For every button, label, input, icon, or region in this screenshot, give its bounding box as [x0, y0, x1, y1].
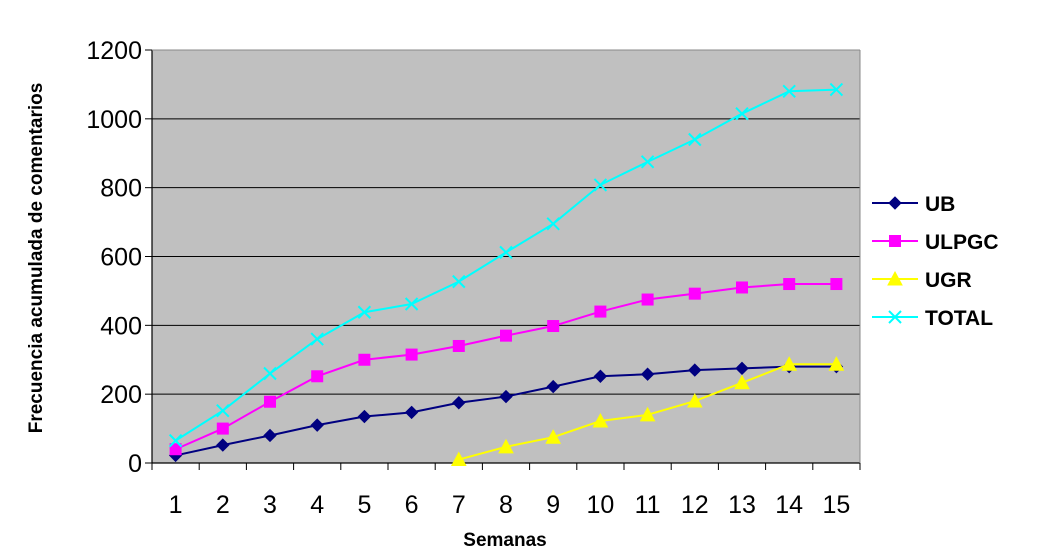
data-point: [593, 369, 608, 383]
legend-marker: [888, 310, 902, 324]
y-axis-title: Frecuencia acumulada de comentarios: [26, 83, 47, 434]
x-tick-label: 10: [586, 491, 614, 519]
x-tick-label: 9: [546, 491, 560, 519]
series-total: [168, 82, 844, 448]
data-point: [500, 329, 512, 342]
data-point: [498, 438, 514, 454]
data-point: [263, 428, 277, 443]
y-tick-label: 400: [100, 312, 142, 340]
data-point: [546, 379, 560, 394]
data-point: [452, 339, 465, 352]
x-tick-label: 3: [263, 491, 277, 519]
y-tick-label: 1200: [86, 37, 142, 65]
x-tick-label: 14: [775, 491, 803, 519]
data-point: [545, 429, 562, 444]
data-point: [829, 82, 844, 97]
x-tick-label: 2: [216, 491, 230, 519]
data-point: [310, 418, 324, 432]
x-tick-label: 12: [681, 491, 709, 519]
data-point: [734, 374, 750, 390]
data-point: [216, 403, 230, 418]
data-point: [499, 245, 513, 260]
data-point: [639, 406, 656, 422]
data-point: [264, 395, 276, 408]
data-point: [830, 278, 843, 291]
data-point: [357, 305, 372, 319]
series-ulpgc: [169, 278, 843, 456]
x-tick-label: 1: [169, 491, 183, 519]
data-point: [828, 356, 845, 371]
y-tick-label: 600: [100, 244, 142, 272]
legend-marker: [889, 235, 901, 247]
y-tick-label: 200: [100, 381, 142, 409]
legend-marker: [887, 270, 903, 286]
data-point: [168, 433, 183, 448]
legend-item-ub: UB: [872, 193, 955, 216]
data-point: [688, 363, 702, 377]
x-tick-labels: 1 2 3 4 5 6 7 8 9 10 11 12 13 14 15: [169, 491, 851, 519]
y-tick-label: 1000: [86, 106, 142, 134]
data-point: [594, 305, 607, 318]
data-point: [499, 389, 513, 404]
legend-marker: [888, 196, 902, 210]
legend-label: ULPGC: [925, 231, 999, 254]
data-point: [782, 84, 796, 99]
legend-label: UB: [925, 193, 955, 216]
data-point: [783, 278, 796, 291]
series-ugr: [450, 356, 845, 467]
data-point: [592, 412, 609, 428]
legend-item-ugr: UGR: [872, 269, 972, 292]
data-point: [688, 132, 702, 147]
x-tick-label: 11: [635, 491, 661, 519]
data-point: [169, 443, 182, 456]
x-axis-title: Semanas: [463, 530, 546, 551]
data-point: [452, 274, 466, 289]
data-point: [640, 155, 655, 169]
x-tick-label: 4: [310, 491, 324, 519]
data-point: [452, 396, 466, 410]
legend-label: TOTAL: [925, 307, 993, 330]
data-point: [357, 409, 372, 424]
y-tick-labels: 0 200 400 600 800 1000 1200: [86, 37, 142, 478]
data-point: [310, 332, 324, 346]
data-point: [404, 405, 419, 420]
data-point: [216, 438, 230, 452]
x-tick-label: 6: [405, 491, 419, 519]
data-point: [311, 370, 324, 383]
data-point: [641, 293, 654, 306]
data-point: [593, 178, 608, 192]
y-tick-label: 800: [100, 175, 142, 203]
data-point: [450, 451, 467, 467]
legend-label: UGR: [925, 269, 972, 292]
data-point: [640, 367, 655, 381]
data-point: [358, 353, 371, 366]
legend-item-total: TOTAL: [872, 307, 993, 330]
legend: UB ULPGC UGR TOTAL: [872, 193, 999, 330]
data-point: [781, 356, 798, 371]
x-tick-label: 7: [452, 491, 466, 519]
data-point: [547, 320, 560, 333]
x-tick-label: 13: [728, 491, 756, 519]
x-tick-label: 5: [357, 491, 371, 519]
data-point: [735, 361, 749, 376]
data-point: [405, 348, 418, 361]
x-tick-label: 8: [499, 491, 513, 519]
x-tick-label: 15: [822, 491, 850, 519]
data-point: [735, 106, 749, 121]
data-point: [546, 217, 560, 231]
data-point: [688, 287, 701, 300]
data-point: [686, 392, 703, 408]
axes: [145, 49, 861, 470]
data-point: [216, 422, 229, 435]
data-point: [736, 281, 748, 294]
y-tick-label: 0: [128, 450, 142, 478]
series-lines: [168, 82, 845, 467]
data-point: [263, 366, 277, 381]
data-point: [404, 297, 419, 311]
legend-item-ulpgc: ULPGC: [872, 231, 999, 254]
